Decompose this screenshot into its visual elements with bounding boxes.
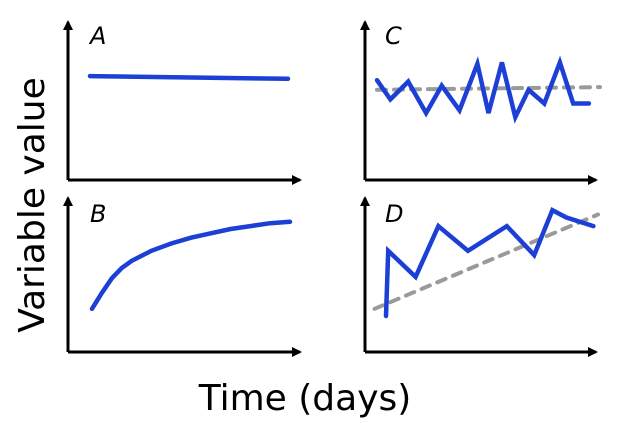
panel-c-axes (360, 20, 598, 185)
panel-b-label: B (90, 200, 106, 228)
panel-a-label: A (88, 22, 106, 50)
panel-a-data-line (87, 73, 291, 82)
panel-b-data-line (89, 219, 293, 312)
panel-b: B (63, 196, 302, 357)
panel-a: A (63, 20, 302, 185)
panel-d-lines (372, 207, 600, 319)
panel-b-axes (63, 196, 302, 357)
panel-d: D (360, 196, 600, 357)
panel-d-trend-line (372, 212, 600, 311)
panel-c-label: C (385, 22, 402, 50)
panel-a-axes (63, 20, 302, 185)
panel-c-data-line (374, 55, 592, 124)
panel-c-lines (374, 55, 602, 124)
panel-d-data-line (383, 207, 596, 319)
panel-c: C (360, 20, 602, 185)
panel-b-lines (89, 219, 293, 312)
panel-a-lines (87, 73, 291, 82)
panel-d-axes (360, 196, 598, 357)
x-axis-title: Time (days) (198, 378, 412, 419)
panel-d-label: D (385, 200, 403, 228)
y-axis-title: Variable value (12, 77, 53, 333)
